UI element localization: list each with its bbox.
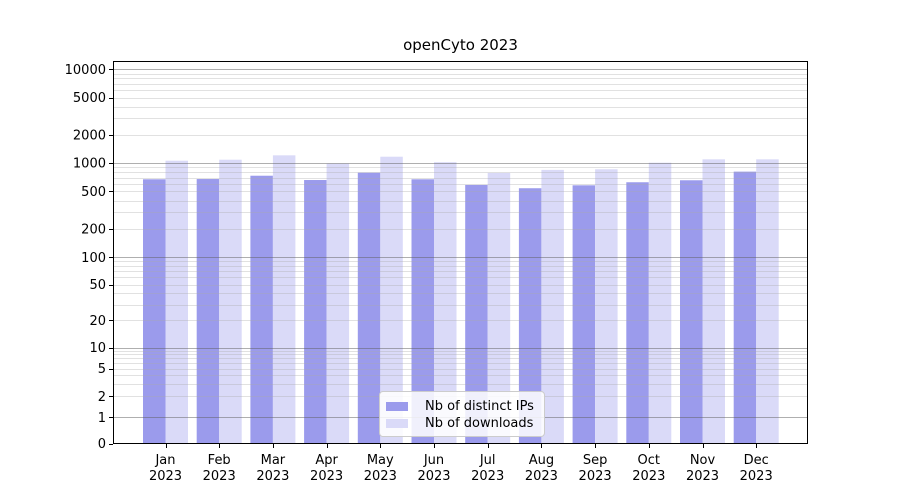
y-tick-label: 5 [98,362,106,377]
chart-title: openCyto 2023 [403,36,518,54]
x-tick-label-month: Jul [479,453,496,468]
x-tick-label-month: Nov [690,453,716,468]
x-tick-label-year: 2023 [256,469,289,484]
bar-distinct-ips-Dec [733,171,757,444]
legend-entry-distinct-ips: Nb of distinct IPs [386,398,544,415]
y-tick-label: 0 [98,437,106,452]
bar-downloads-May [380,156,403,444]
x-tick-label-month: Mar [261,453,286,468]
bar-distinct-ips-Feb [196,179,220,445]
x-tick-label-year: 2023 [149,469,182,484]
x-tick-label-month: Apr [315,453,338,468]
x-tick-label-month: Oct [638,453,660,468]
legend-entry-downloads: Nb of downloads [386,415,544,432]
legend: Nb of distinct IPs Nb of downloads [379,391,545,437]
x-tick-label-month: Jan [154,453,175,468]
legend-label-downloads: Nb of downloads [425,416,534,431]
x-tick-label-month: Jun [423,453,444,468]
bar-downloads-Apr [326,163,350,444]
bar-distinct-ips-Oct [626,182,649,444]
legend-label-distinct-ips: Nb of distinct IPs [425,399,534,414]
y-tick-label: 200 [81,222,106,237]
y-tick-label: 10 [89,341,106,356]
bar-downloads-Mar [272,155,296,444]
bar-downloads-Aug [541,169,564,445]
x-tick-label-year: 2023 [740,469,773,484]
bar-distinct-ips-Apr [304,180,327,444]
y-tick-label: 10000 [65,63,106,78]
bar-downloads-Oct [648,162,672,445]
bar-distinct-ips-Aug [518,188,542,444]
y-tick-label: 50 [89,278,106,293]
y-tick-label: 2000 [73,128,106,143]
x-tick-label-year: 2023 [632,469,665,484]
x-tick-label-year: 2023 [310,469,343,484]
legend-swatch-distinct-ips [386,402,408,411]
x-tick-label-year: 2023 [417,469,450,484]
bar-downloads-Jun [434,162,457,445]
y-tick-label: 5000 [73,91,106,106]
bar-distinct-ips-Sep [572,185,596,444]
bar-distinct-ips-Jul [465,184,488,444]
bar-distinct-ips-Mar [250,175,273,444]
bar-distinct-ips-May [357,172,381,445]
legend-swatch-downloads [386,419,408,428]
y-tick-label: 1 [98,411,106,426]
y-tick-label: 100 [81,251,106,266]
bar-downloads-Jan [165,160,188,444]
bar-downloads-Dec [756,159,779,445]
x-tick-label-year: 2023 [364,469,397,484]
x-tick-label-year: 2023 [686,469,719,484]
y-tick-label: 20 [89,314,106,329]
y-tick-label: 2 [98,390,106,405]
bar-distinct-ips-Nov [680,180,703,444]
x-tick-label-year: 2023 [579,469,612,484]
x-tick-label-year: 2023 [525,469,558,484]
bar-downloads-Sep [595,169,618,444]
x-tick-label-month: Sep [583,453,608,468]
x-tick-label-year: 2023 [203,469,236,484]
plot-border [113,61,808,444]
x-tick-label-year: 2023 [471,469,504,484]
bar-downloads-Nov [702,159,725,445]
x-tick-label-month: Dec [744,453,769,468]
x-tick-label-month: May [367,453,394,468]
y-tick-label: 500 [81,185,106,200]
y-tick-label: 1000 [73,157,106,172]
bar-distinct-ips-Jun [411,179,434,444]
bar-downloads-Jul [487,172,511,444]
bar-downloads-Feb [219,159,242,444]
x-tick-label-month: Aug [529,453,554,468]
bar-distinct-ips-Jan [143,179,166,444]
x-tick-label-month: Feb [208,453,231,468]
